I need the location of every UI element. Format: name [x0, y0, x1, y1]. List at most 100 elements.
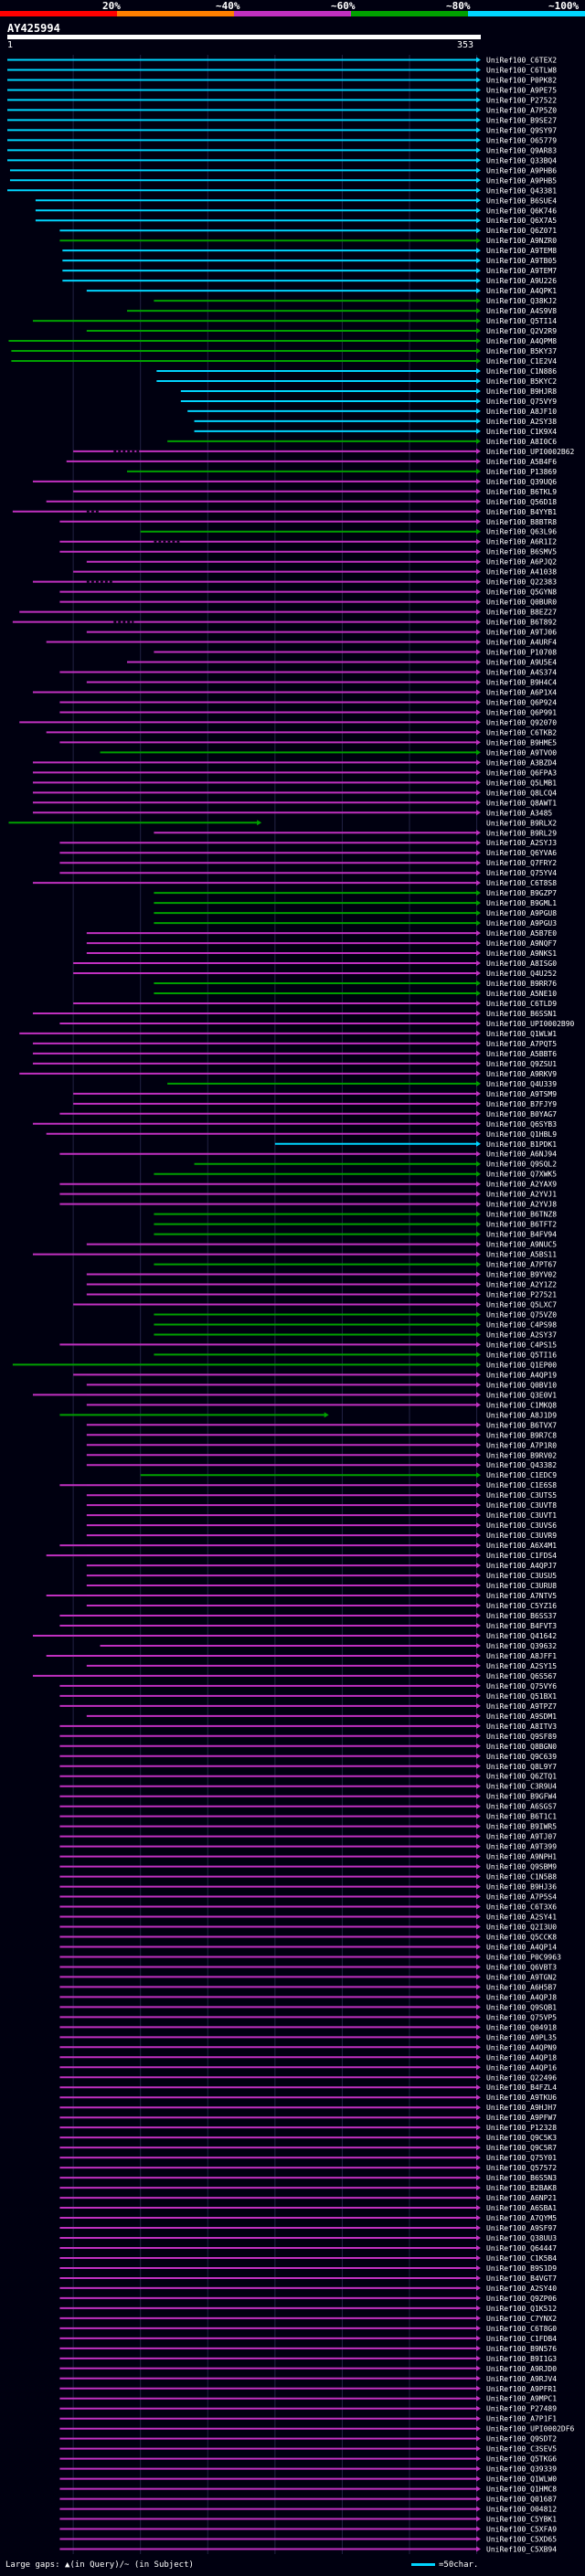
hit-label[interactable]: UniRef100_A2Y1Z2 [486, 1281, 557, 1289]
hit-label[interactable]: UniRef100_C3UTS5 [486, 1491, 557, 1500]
hit-label[interactable]: UniRef100_A9RKV9 [486, 1070, 557, 1078]
hit-label[interactable]: UniRef100_Q1K512 [486, 2305, 557, 2313]
hit-label[interactable]: UniRef100_Q0BUR0 [486, 599, 557, 607]
hit-label[interactable]: UniRef100_A5B7E0 [486, 929, 557, 938]
hit-label[interactable]: UniRef100_B9RLX2 [486, 819, 557, 827]
hit-label[interactable]: UniRef100_Q8BGN0 [486, 1743, 557, 1751]
hit-label[interactable]: UniRef100_B6TFT2 [486, 1221, 557, 1229]
hit-label[interactable]: UniRef100_Q6VBT3 [486, 1963, 557, 1971]
hit-label[interactable]: UniRef100_A9PHB6 [486, 166, 557, 175]
hit-label[interactable]: UniRef100_B1PDK1 [486, 1140, 557, 1149]
hit-label[interactable]: UniRef100_C1N886 [486, 367, 557, 376]
hit-label[interactable]: UniRef100_P0C9963 [486, 1953, 561, 1961]
hit-label[interactable]: UniRef100_P13869 [486, 468, 557, 476]
hit-label[interactable]: UniRef100_A4URF4 [486, 639, 557, 647]
hit-label[interactable]: UniRef100_C5YZ16 [486, 1602, 557, 1610]
hit-label[interactable]: UniRef100_B9YV02 [486, 1271, 557, 1279]
hit-label[interactable]: UniRef100_Q8LCQ4 [486, 789, 557, 797]
hit-label[interactable]: UniRef100_A8I0C6 [486, 438, 557, 446]
hit-label[interactable]: UniRef100_C1MKQ8 [486, 1401, 557, 1409]
hit-label[interactable]: UniRef100_B6SUE4 [486, 196, 557, 205]
hit-label[interactable]: UniRef100_C3UVT8 [486, 1501, 557, 1510]
hit-label[interactable]: UniRef100_Q5TKG6 [486, 2455, 557, 2464]
hit-label[interactable]: UniRef100_A6SBA1 [486, 2204, 557, 2212]
hit-label[interactable]: UniRef100_B4YYB1 [486, 508, 557, 516]
hit-label[interactable]: UniRef100_A41038 [486, 568, 557, 577]
hit-label[interactable]: UniRef100_C5XFA9 [486, 2526, 557, 2534]
hit-label[interactable]: UniRef100_A2YVJ8 [486, 1201, 557, 1209]
hit-label[interactable]: UniRef100_C3R9U4 [486, 1783, 557, 1791]
hit-label[interactable]: UniRef100_C4PS15 [486, 1341, 557, 1349]
hit-label[interactable]: UniRef100_Q8AWT1 [486, 799, 557, 807]
hit-label[interactable]: UniRef100_Q1HMC8 [486, 2486, 557, 2494]
hit-label[interactable]: UniRef100_Q6FPA3 [486, 769, 557, 777]
hit-label[interactable]: UniRef100_C6T3X6 [486, 1903, 557, 1912]
hit-label[interactable]: UniRef100_B9RR76 [486, 980, 557, 988]
hit-label[interactable]: UniRef100_C3URU8 [486, 1582, 557, 1590]
hit-label[interactable]: UniRef100_B9H4C4 [486, 678, 557, 686]
hit-label[interactable]: UniRef100_Q6S567 [486, 1672, 557, 1680]
hit-label[interactable]: UniRef100_A9SF97 [486, 2224, 557, 2232]
hit-label[interactable]: UniRef100_Q1WLW0 [486, 2475, 557, 2484]
hit-label[interactable]: UniRef100_A5NE10 [486, 990, 557, 998]
hit-label[interactable]: UniRef100_B6S5N3 [486, 2174, 557, 2182]
hit-label[interactable]: UniRef100_B6T1C1 [486, 1813, 557, 1821]
hit-label[interactable]: UniRef100_C1FDB4 [486, 2335, 557, 2343]
hit-label[interactable]: UniRef100_Q39632 [486, 1642, 557, 1650]
hit-label[interactable]: UniRef100_Q9SQB1 [486, 2003, 557, 2011]
hit-label[interactable]: UniRef100_O65779 [486, 136, 557, 144]
hit-label[interactable]: UniRef100_Q75VZ0 [486, 1310, 557, 1319]
hit-label[interactable]: UniRef100_B2BAK8 [486, 2184, 557, 2192]
hit-label[interactable]: UniRef100_A9U5E4 [486, 659, 557, 667]
hit-label[interactable]: UniRef100_P10708 [486, 649, 557, 657]
hit-label[interactable]: UniRef100_Q39UQ6 [486, 478, 557, 486]
hit-label[interactable]: UniRef100_B9GZP7 [486, 889, 557, 897]
hit-label[interactable]: UniRef100_A3485 [486, 809, 552, 817]
hit-label[interactable]: UniRef100_P27521 [486, 1291, 557, 1299]
hit-label[interactable]: UniRef100_B6SS37 [486, 1612, 557, 1620]
hit-label[interactable]: UniRef100_B7FJY9 [486, 1100, 557, 1108]
hit-label[interactable]: UniRef100_A9PGU3 [486, 919, 557, 928]
hit-label[interactable]: UniRef100_Q6P991 [486, 708, 557, 716]
hit-label[interactable]: UniRef100_A9NQF7 [486, 939, 557, 948]
hit-label[interactable]: UniRef100_Q5LMB1 [486, 779, 557, 787]
hit-label[interactable]: UniRef100_A7P5S4 [486, 1893, 557, 1902]
hit-label[interactable]: UniRef100_C1EDC9 [486, 1471, 557, 1479]
hit-label[interactable]: UniRef100_A8ISG0 [486, 959, 557, 968]
hit-label[interactable]: UniRef100_C6T8G0 [486, 2325, 557, 2333]
hit-label[interactable]: UniRef100_A9PFW7 [486, 2114, 557, 2122]
hit-label[interactable]: UniRef100_O04812 [486, 2506, 557, 2514]
hit-label[interactable]: UniRef100_B8BTR8 [486, 518, 557, 526]
hit-label[interactable]: UniRef100_B9IWR5 [486, 1823, 557, 1831]
hit-label[interactable]: UniRef100_A6R1I2 [486, 538, 557, 546]
hit-label[interactable]: UniRef100_UPI0002DF6 [486, 2425, 575, 2433]
hit-label[interactable]: UniRef100_P27522 [486, 96, 557, 104]
hit-label[interactable]: UniRef100_UPI0002B62 [486, 448, 575, 456]
hit-label[interactable]: UniRef100_A9NKS1 [486, 949, 557, 958]
hit-label[interactable]: UniRef100_A2SY38 [486, 418, 557, 426]
hit-label[interactable]: UniRef100_C1E6S8 [486, 1481, 557, 1489]
hit-label[interactable]: UniRef100_P0PK82 [486, 76, 557, 84]
hit-label[interactable]: UniRef100_Q38KJ2 [486, 297, 557, 305]
hit-label[interactable]: UniRef100_Q75VY6 [486, 1682, 557, 1691]
hit-label[interactable]: UniRef100_C7YNX2 [486, 2315, 557, 2323]
hit-label[interactable]: UniRef100_C4PS98 [486, 1320, 557, 1329]
hit-label[interactable]: UniRef100_A9NZR0 [486, 237, 557, 245]
hit-label[interactable]: UniRef100_A4QPM8 [486, 337, 557, 345]
hit-label[interactable]: UniRef100_B9R7C8 [486, 1431, 557, 1439]
hit-label[interactable]: UniRef100_Q38UU3 [486, 2234, 557, 2242]
hit-label[interactable]: UniRef100_Q7FRY2 [486, 859, 557, 867]
hit-label[interactable]: UniRef100_A5BS11 [486, 1251, 557, 1259]
hit-label[interactable]: UniRef100_A9PE75 [486, 86, 557, 94]
hit-label[interactable]: UniRef100_C5XD65 [486, 2536, 557, 2544]
hit-label[interactable]: UniRef100_A4QPN9 [486, 2043, 557, 2051]
hit-label[interactable]: UniRef100_Q9SDT2 [486, 2435, 557, 2443]
hit-label[interactable]: UniRef100_Q43381 [486, 186, 557, 195]
hit-label[interactable]: UniRef100_Q5LXC7 [486, 1301, 557, 1309]
hit-label[interactable]: UniRef100_C6TEX2 [486, 56, 557, 64]
hit-label[interactable]: UniRef100_Q4U339 [486, 1080, 557, 1088]
hit-label[interactable]: UniRef100_C5XB94 [486, 2546, 557, 2554]
hit-label[interactable]: UniRef100_C3UVS6 [486, 1521, 557, 1530]
hit-label[interactable]: UniRef100_Q2I3U0 [486, 1924, 557, 1932]
hit-label[interactable]: UniRef100_Q3E0V1 [486, 1391, 557, 1399]
